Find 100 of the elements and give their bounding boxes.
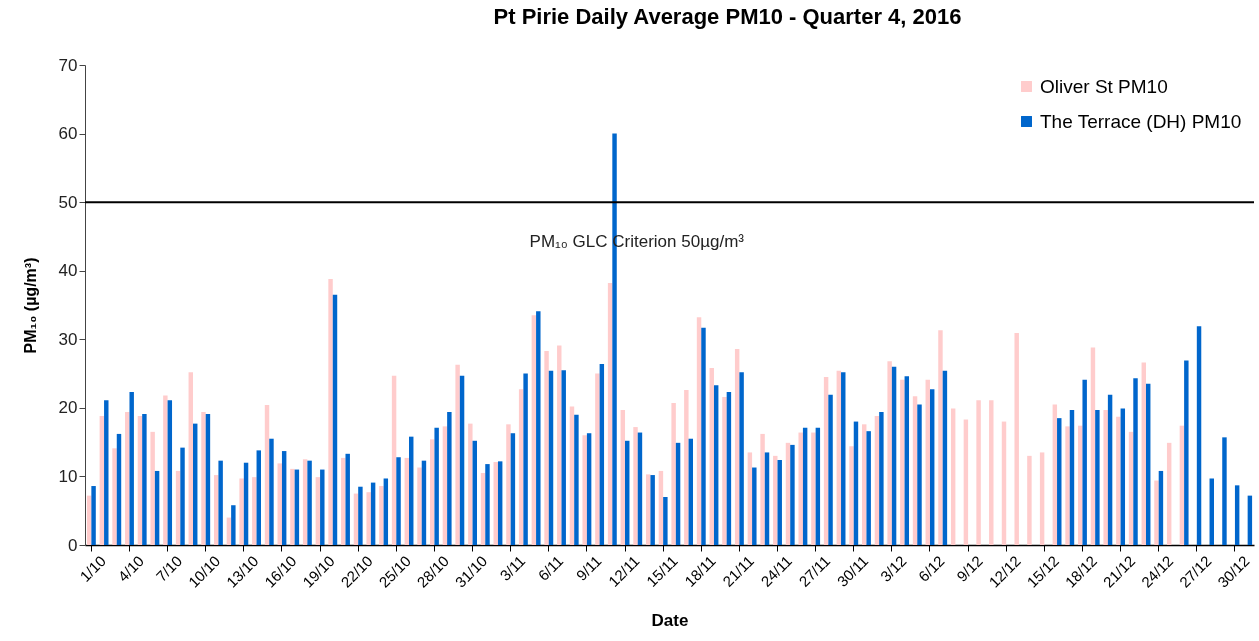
y-tick-label: 0 xyxy=(68,535,78,555)
x-tick-label: 9/11 xyxy=(572,552,605,584)
bar xyxy=(429,439,435,545)
bar xyxy=(99,416,105,545)
bar xyxy=(1001,421,1007,545)
bar xyxy=(150,431,155,545)
bar xyxy=(976,400,981,545)
bar xyxy=(1082,379,1087,545)
bar xyxy=(485,464,490,545)
bar xyxy=(1039,452,1045,545)
bar xyxy=(1222,437,1227,545)
bar xyxy=(523,373,528,545)
bar xyxy=(1065,426,1070,545)
bar xyxy=(1095,409,1100,545)
bar xyxy=(442,426,448,545)
bar xyxy=(142,414,147,545)
bar xyxy=(459,375,465,545)
bar xyxy=(1209,478,1214,545)
y-tick-label: 10 xyxy=(58,466,78,486)
bar xyxy=(900,379,905,545)
bar xyxy=(836,370,842,545)
bar xyxy=(658,470,664,545)
bar xyxy=(586,433,592,545)
bar xyxy=(891,366,897,545)
bar xyxy=(1027,455,1032,545)
bar xyxy=(264,405,270,545)
bar xyxy=(91,486,96,545)
bar xyxy=(904,376,910,545)
bar xyxy=(277,463,282,545)
bar xyxy=(950,408,956,545)
bar xyxy=(1141,362,1146,545)
bar xyxy=(942,370,948,545)
bar xyxy=(112,448,117,545)
bar xyxy=(650,475,655,545)
bar xyxy=(912,396,918,545)
bar xyxy=(574,414,579,545)
bar xyxy=(1128,431,1134,545)
bar xyxy=(506,424,511,545)
bar xyxy=(802,427,808,545)
y-tick-label: 60 xyxy=(58,124,78,144)
bar xyxy=(637,432,643,545)
bar xyxy=(332,294,338,545)
y-tick-label: 50 xyxy=(58,192,78,212)
bar xyxy=(557,345,562,545)
bar xyxy=(671,403,676,545)
bar xyxy=(320,469,325,545)
bar xyxy=(175,470,181,545)
bar xyxy=(561,370,566,545)
bar xyxy=(790,444,795,545)
bar xyxy=(345,453,350,545)
bar xyxy=(752,467,757,545)
bar xyxy=(218,460,223,545)
bar xyxy=(341,457,346,545)
bar xyxy=(129,392,134,545)
bar xyxy=(1057,418,1062,545)
bar xyxy=(417,467,422,545)
bar xyxy=(252,477,257,545)
bar xyxy=(722,396,727,545)
bar xyxy=(1069,409,1075,545)
bar xyxy=(828,394,833,545)
bar xyxy=(1120,408,1126,545)
bar xyxy=(366,492,371,545)
bar xyxy=(256,450,261,545)
bar xyxy=(281,451,287,545)
bar xyxy=(633,427,638,545)
bar xyxy=(201,411,206,545)
bar xyxy=(1103,409,1108,545)
bar xyxy=(798,432,803,545)
bar xyxy=(595,373,600,545)
bar xyxy=(811,432,816,545)
bar xyxy=(582,435,587,545)
bar xyxy=(358,486,363,545)
bar xyxy=(383,478,389,545)
bar xyxy=(480,473,486,545)
bar xyxy=(1166,442,1172,545)
bar xyxy=(684,390,689,545)
bar xyxy=(625,440,630,545)
bar xyxy=(434,427,439,545)
y-tick-label: 20 xyxy=(58,398,78,418)
bar xyxy=(396,457,401,545)
bar xyxy=(709,368,714,545)
bar xyxy=(239,478,244,545)
bar xyxy=(645,474,651,545)
bar xyxy=(315,477,321,545)
bar xyxy=(1014,333,1019,545)
bar xyxy=(510,433,516,545)
legend-label: Oliver St PM10 xyxy=(1040,75,1168,97)
bar xyxy=(887,361,892,545)
bar xyxy=(518,389,524,545)
chart-title: Pt Pirie Daily Average PM10 - Quarter 4, 2016 xyxy=(493,4,962,29)
bar xyxy=(455,364,460,545)
bar xyxy=(938,330,943,545)
bar xyxy=(137,416,143,545)
bar xyxy=(188,372,194,545)
bar xyxy=(777,459,782,545)
bar xyxy=(404,457,410,545)
y-tick-label: 40 xyxy=(58,261,78,281)
bar xyxy=(125,411,130,545)
bar xyxy=(1052,404,1058,545)
bar xyxy=(231,505,236,545)
